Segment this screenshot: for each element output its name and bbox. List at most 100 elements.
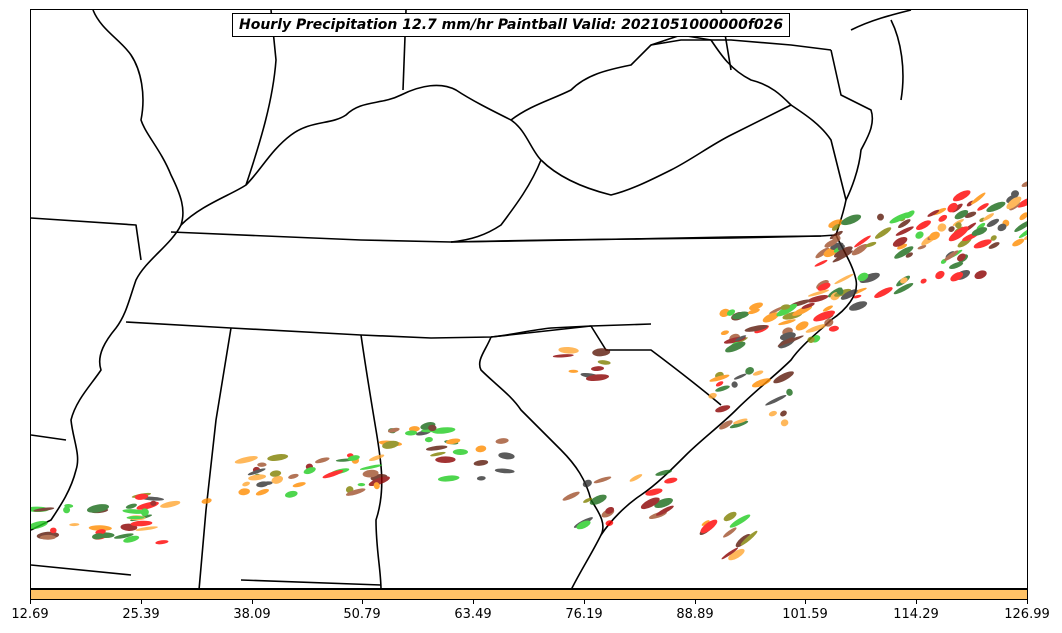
precipitation-blob <box>723 511 737 522</box>
precipitation-blob <box>1023 234 1027 240</box>
precipitation-blob <box>948 226 969 242</box>
precipitation-blob <box>719 420 733 430</box>
precipitation-blob <box>69 523 80 527</box>
precipitation-blob <box>833 246 853 258</box>
precipitation-blob <box>735 534 751 548</box>
precipitation-blob <box>315 457 330 464</box>
precipitation-blob <box>795 321 809 331</box>
alabama-east-border <box>360 334 383 588</box>
precipitation-blob <box>832 250 853 263</box>
precipitation-blob <box>709 374 730 382</box>
precipitation-blob <box>1021 180 1027 188</box>
precipitation-blob <box>475 445 487 453</box>
precipitation-blob <box>749 302 763 311</box>
precipitation-blob <box>63 506 71 514</box>
colorbar-tick-label: 76.19 <box>565 607 603 622</box>
nc-sc-border <box>490 325 722 406</box>
gulf-border <box>31 564 382 586</box>
precipitation-blob <box>765 394 787 406</box>
colorbar-tick-label: 25.39 <box>122 607 160 622</box>
precipitation-blob <box>362 469 379 478</box>
precipitation-blob <box>983 213 994 221</box>
precipitation-blob <box>593 476 612 484</box>
map-title: Hourly Precipitation 12.7 mm/hr Paintbal… <box>232 13 791 37</box>
precipitation-blob <box>126 515 145 520</box>
precipitation-blob <box>731 381 738 388</box>
precipitation-blob <box>986 218 1000 228</box>
precipitation-blob <box>715 385 730 392</box>
precipitation-blob <box>733 418 748 425</box>
ky-east-border <box>450 159 542 243</box>
mississippi-river-boundary <box>31 10 184 531</box>
precipitation-blob <box>834 273 854 285</box>
precipitation-blob <box>824 239 838 248</box>
precipitation-blob <box>1016 196 1027 208</box>
precipitation-blob <box>854 235 871 248</box>
precipitation-blob <box>916 220 931 231</box>
precipitation-blob <box>732 311 750 320</box>
precipitation-blob <box>271 475 284 484</box>
map-canvas <box>31 10 1027 588</box>
precipitation-blob <box>745 367 754 375</box>
precipitation-blob <box>954 209 969 220</box>
precipitation-blob <box>776 303 798 317</box>
precipitation-blob <box>267 454 289 461</box>
precipitation-blob <box>430 451 446 457</box>
precipitation-blob <box>134 493 149 500</box>
precipitation-blob <box>387 427 400 433</box>
precipitation-blob <box>889 212 911 224</box>
precipitation-blob <box>898 219 911 229</box>
precipitation-blob <box>589 494 607 505</box>
precipitation-blob <box>813 310 835 322</box>
precipitation-blob <box>865 241 877 248</box>
precipitation-blob <box>373 482 380 490</box>
precipitation-blob <box>836 287 844 295</box>
il-in-border <box>245 10 277 186</box>
precipitation-blob <box>815 247 830 259</box>
precipitation-blob <box>892 236 908 247</box>
precipitation-blob <box>288 473 299 479</box>
nj-coast <box>850 10 912 101</box>
precipitation-blob <box>160 500 181 508</box>
precipitation-blob <box>655 469 673 476</box>
precipitation-blob <box>1006 196 1022 210</box>
precipitation-blob <box>807 289 830 297</box>
precipitation-blob <box>831 224 840 231</box>
precipitation-blob <box>269 470 282 477</box>
precipitation-blob <box>814 259 828 267</box>
precipitation-blob <box>780 410 787 417</box>
precipitation-blob <box>874 227 892 239</box>
precipitation-blob <box>1010 190 1020 198</box>
colorbar <box>30 589 1028 600</box>
precipitation-blob <box>576 520 591 530</box>
delmarva <box>830 49 874 201</box>
precipitation-blob <box>700 519 718 534</box>
precipitation-blob <box>950 271 964 282</box>
precipitation-blob <box>905 252 913 258</box>
precipitation-blob <box>728 548 745 561</box>
precipitation-blob <box>1019 212 1027 221</box>
precipitation-blob <box>780 419 789 427</box>
precipitation-blob <box>582 479 592 488</box>
colorbar-tick <box>805 600 806 604</box>
precipitation-blob <box>849 301 868 311</box>
precipitation-blob <box>591 366 604 372</box>
precipitation-blob <box>715 405 731 413</box>
colorbar-tick <box>584 600 585 604</box>
precipitation-blob <box>997 223 1007 232</box>
colorbar-tick <box>252 600 253 604</box>
precipitation-blob <box>640 497 660 510</box>
precipitation-blob <box>801 302 815 309</box>
precipitation-blob <box>122 509 147 514</box>
colorbar-tick-label: 50.79 <box>343 607 381 622</box>
precipitation-blob <box>752 370 764 376</box>
precipitation-blob <box>238 488 250 496</box>
mo-ar-border <box>31 217 142 261</box>
colorbar-tick <box>473 600 474 604</box>
precipitation-blob <box>435 456 456 464</box>
precipitation-blob <box>408 426 420 432</box>
precipitation-blob <box>583 497 593 503</box>
precipitation-blob <box>125 503 137 509</box>
colorbar-tick-label: 63.49 <box>454 607 492 622</box>
precipitation-blob <box>715 381 724 387</box>
